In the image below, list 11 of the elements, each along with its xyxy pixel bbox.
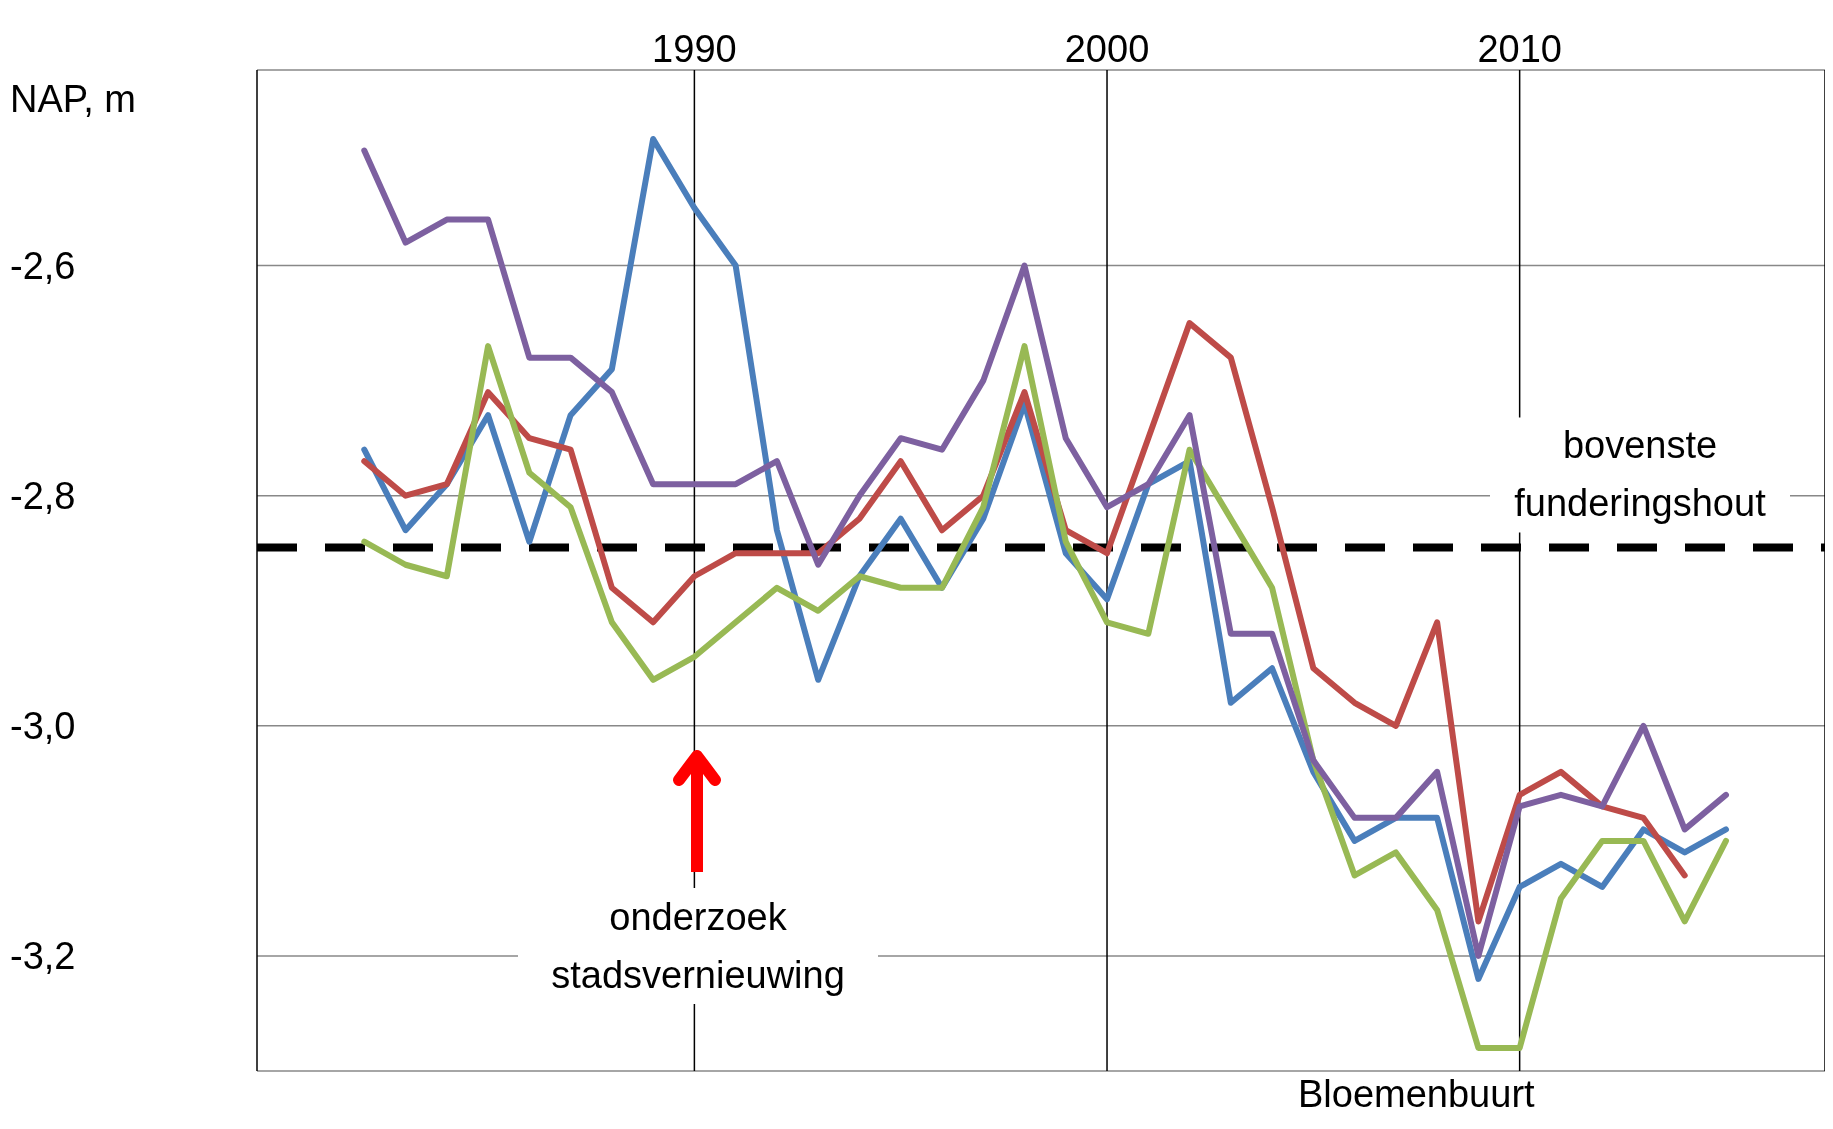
y-tick-label: -3,2 [10, 934, 76, 977]
y-tick-label: -2,8 [10, 474, 76, 517]
annotation: onderzoek stadsvernieuwing [518, 888, 878, 1004]
x-tick-label: 2000 [1064, 28, 1150, 70]
x-tick-label: 2010 [1477, 28, 1562, 70]
y-axis-title: NAP, m [10, 78, 137, 120]
x-tick-label: 1990 [652, 28, 737, 70]
y-tick-label: -2,6 [10, 244, 76, 287]
y-tick-label: -3,0 [10, 704, 76, 747]
ref-line-label: bovenste funderingshout [1514, 423, 1767, 524]
text: Bloemenbuurt [1298, 1073, 1535, 1115]
